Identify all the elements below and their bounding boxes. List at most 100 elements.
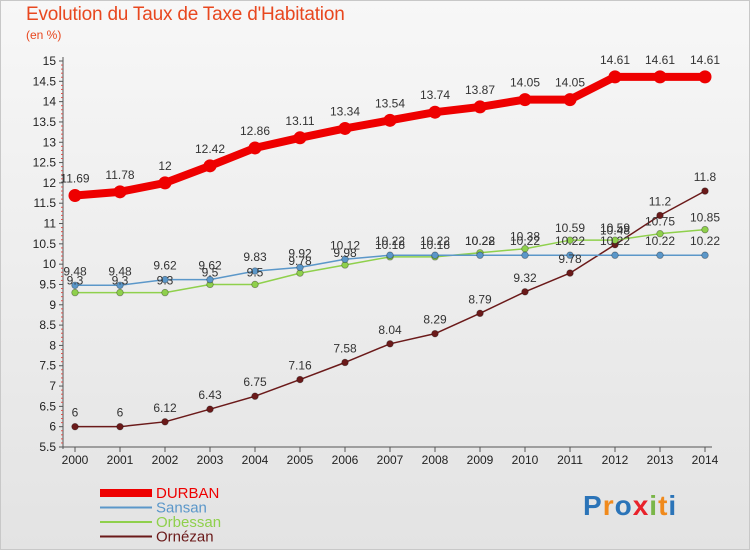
legend-label-sansan: Sansan — [156, 500, 207, 517]
data-point — [608, 70, 622, 84]
data-label: 9.78 — [288, 254, 312, 268]
data-point — [296, 375, 304, 384]
data-label: 9.3 — [112, 274, 129, 288]
data-label: 9.62 — [198, 259, 222, 273]
x-tick-label: 2010 — [512, 453, 539, 467]
data-point — [521, 251, 529, 259]
y-tick-label: 7 — [49, 379, 56, 393]
data-label: 9.48 — [63, 264, 87, 278]
data-label: 6 — [117, 406, 124, 420]
data-label: 10.22 — [510, 234, 540, 248]
data-label: 9.5 — [247, 265, 264, 279]
chart-title: Evolution du Taux de Taxe d'Habitation — [26, 4, 345, 25]
data-label: 11.8 — [694, 170, 717, 184]
data-label: 10.22 — [600, 234, 630, 248]
data-point — [116, 281, 124, 289]
data-point — [701, 187, 709, 195]
data-label: 14.61 — [600, 53, 630, 67]
chart-data-labels: 11.69 11.78 12 12.42 12.86 13.11 13.34 13.54 13.… — [60, 53, 720, 420]
data-label: 10.22 — [465, 234, 495, 248]
data-point — [566, 269, 574, 277]
data-label: 12.86 — [240, 124, 270, 138]
data-label: 10.85 — [690, 211, 720, 225]
x-tick-label: 2011 — [557, 453, 583, 467]
data-label: 9.98 — [333, 246, 357, 260]
data-label: 6.43 — [198, 388, 222, 402]
legend-label-orbessan: Orbessan — [156, 514, 221, 531]
data-point — [161, 288, 169, 297]
data-label: 11.78 — [105, 168, 134, 182]
data-point — [611, 236, 619, 244]
logo-letter: t — [658, 490, 669, 521]
x-tick-label: 2001 — [107, 453, 134, 467]
data-label: 9.3 — [157, 274, 174, 288]
y-tick-label: 6.5 — [39, 399, 56, 413]
x-tick-label: 2002 — [152, 453, 179, 467]
data-point — [341, 358, 349, 367]
data-point — [383, 113, 397, 127]
data-point — [251, 280, 259, 289]
x-tick-label: 2008 — [422, 453, 449, 467]
data-point — [71, 422, 79, 431]
data-label: 9.83 — [243, 250, 267, 264]
y-tick-label: 9 — [49, 298, 56, 312]
y-tick-label: 14.5 — [33, 74, 57, 88]
data-label: 8.79 — [468, 292, 492, 306]
y-tick-label: 13.5 — [33, 115, 57, 129]
data-label: 10.22 — [690, 234, 720, 248]
data-point — [341, 255, 349, 263]
data-point — [698, 70, 712, 84]
y-tick-label: 10 — [43, 257, 57, 271]
y-tick-label: 8 — [49, 338, 56, 352]
legend-label-ornézan: Ornézan — [156, 529, 214, 546]
y-tick-label: 14 — [43, 95, 57, 109]
x-tick-label: 2004 — [242, 453, 269, 467]
data-point — [566, 251, 574, 259]
data-label: 13.87 — [465, 83, 495, 97]
data-point — [701, 251, 709, 259]
data-label: 13.54 — [375, 96, 405, 110]
x-tick-label: 2012 — [602, 453, 629, 467]
data-point — [68, 188, 82, 202]
data-point — [386, 340, 394, 348]
data-label: 14.05 — [510, 76, 540, 90]
data-point — [431, 329, 439, 338]
proxiti-logo: Proxiti — [583, 490, 677, 522]
data-label: 10.22 — [645, 234, 675, 248]
y-tick-label: 6 — [49, 420, 56, 434]
data-label: 14.61 — [645, 53, 675, 67]
data-label: 11.69 — [60, 171, 89, 185]
data-label: 14.05 — [555, 76, 585, 90]
data-label: 10.38 — [510, 230, 540, 244]
data-point — [296, 263, 304, 272]
data-label: 10.18 — [375, 238, 405, 252]
data-point — [161, 418, 169, 426]
data-label: 13.34 — [330, 104, 360, 118]
data-label: 9.3 — [67, 274, 84, 288]
data-point — [431, 251, 439, 259]
logo-letter: i — [649, 490, 659, 521]
data-label: 10.59 — [555, 221, 585, 235]
x-tick-label: 2006 — [332, 453, 359, 467]
data-point — [566, 236, 574, 244]
data-label: 6 — [72, 406, 79, 420]
data-label: 10.22 — [555, 234, 585, 248]
data-point — [203, 159, 217, 173]
y-tick-label: 10.5 — [33, 237, 57, 251]
data-label: 13.11 — [285, 114, 314, 128]
data-point — [656, 211, 664, 220]
data-label: 9.62 — [153, 259, 177, 273]
logo-letter: x — [632, 490, 650, 521]
x-tick-label: 2005 — [287, 453, 314, 467]
data-label: 9.32 — [513, 271, 537, 285]
data-label: 8.29 — [423, 313, 447, 327]
data-point — [116, 422, 124, 431]
y-tick-label: 5.5 — [39, 440, 56, 454]
data-label: 10.28 — [465, 234, 495, 248]
data-point — [701, 225, 709, 234]
data-label: 9.5 — [202, 265, 219, 279]
data-label: 10.59 — [600, 221, 630, 235]
x-tick-label: 2003 — [197, 453, 224, 467]
